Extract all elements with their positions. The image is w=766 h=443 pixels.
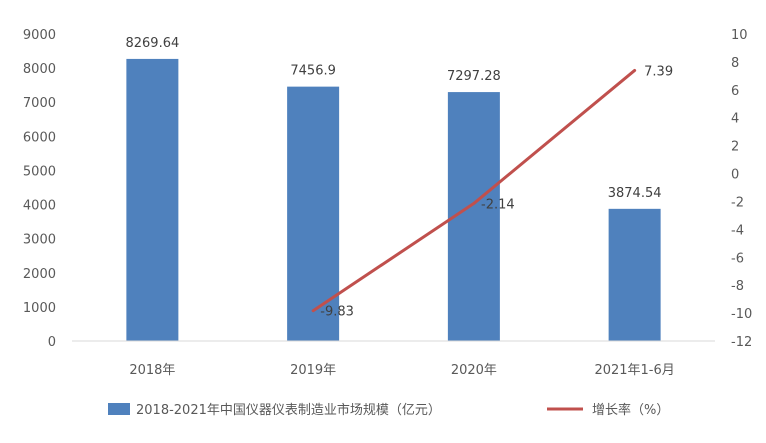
bar-value-label: 7297.28 (447, 69, 501, 84)
left-tick-label: 3000 (23, 233, 56, 248)
bar-value-label: 7456.9 (290, 64, 336, 79)
bar-series (126, 58, 661, 342)
x-tick-label: 2018年 (129, 363, 175, 378)
line-series (311, 68, 637, 313)
bar (126, 58, 179, 341)
left-tick-label: 1000 (23, 301, 56, 316)
x-axis-ticks: 2018年 2019年 2020年 2021年1-6月 (129, 363, 674, 378)
legend-bar-label: 2018-2021年中国仪器仪表制造业市场规模（亿元） (136, 402, 441, 418)
right-tick-label: -10 (731, 307, 752, 322)
line-value-label: -9.83 (320, 305, 354, 320)
right-tick-label: -8 (731, 279, 744, 294)
x-tick-label: 2020年 (451, 363, 497, 378)
right-tick-label: 6 (731, 84, 739, 99)
right-tick-label: -2 (731, 195, 744, 210)
line-value-label: -2.14 (481, 197, 515, 212)
legend-bar-swatch (108, 403, 130, 415)
left-tick-label: 6000 (23, 130, 56, 145)
legend: 2018-2021年中国仪器仪表制造业市场规模（亿元） 增长率（%） (108, 402, 669, 418)
bar-value-label: 3874.54 (608, 186, 662, 201)
right-tick-label: 0 (731, 168, 739, 183)
right-tick-label: 2 (731, 140, 739, 155)
left-tick-label: 4000 (23, 199, 56, 214)
right-tick-label: -12 (731, 335, 752, 350)
right-tick-label: 10 (731, 28, 748, 43)
left-tick-label: 0 (48, 335, 56, 350)
line-value-label: 7.39 (644, 64, 673, 79)
right-axis-ticks: -12 -10 -8 -6 -4 -2 0 2 4 6 8 10 (731, 28, 752, 350)
line-data-labels: -9.83 -2.14 7.39 (320, 64, 673, 319)
right-tick-label: 8 (731, 56, 739, 71)
left-tick-label: 7000 (23, 96, 56, 111)
left-tick-label: 9000 (23, 28, 56, 43)
x-tick-label: 2021年1-6月 (594, 363, 674, 378)
bar (608, 208, 661, 341)
left-tick-label: 5000 (23, 164, 56, 179)
left-axis-ticks: 0 1000 2000 3000 4000 5000 6000 7000 8000 9000 (23, 28, 56, 350)
right-tick-label: -6 (731, 251, 744, 266)
bar-data-labels: 8269.64 7456.9 7297.28 3874.54 (125, 36, 661, 201)
right-tick-label: -4 (731, 223, 744, 238)
legend-line-label: 增长率（%） (592, 402, 669, 418)
right-tick-label: 4 (731, 112, 739, 127)
x-tick-label: 2019年 (290, 363, 336, 378)
left-tick-label: 8000 (23, 62, 56, 77)
bar (287, 86, 340, 341)
growth-rate-line (311, 68, 637, 313)
bar-value-label: 8269.64 (125, 36, 179, 51)
left-tick-label: 2000 (23, 267, 56, 282)
